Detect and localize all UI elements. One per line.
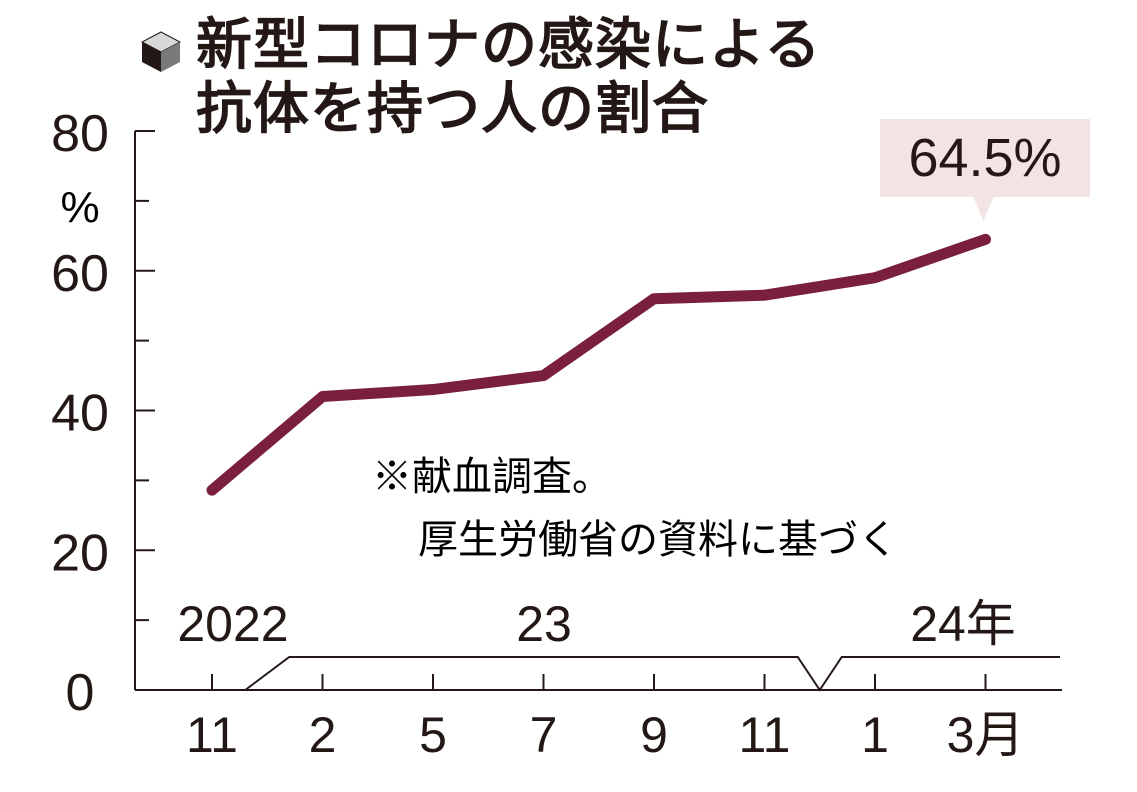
y-tick-label: 60 <box>51 245 109 303</box>
year-label: 24年 <box>910 596 1016 652</box>
x-tick-label: 5 <box>419 707 447 763</box>
year-band-line <box>244 656 1060 692</box>
chart-title-line-1: 新型コロナの感染による <box>196 13 822 78</box>
series-group <box>206 233 991 496</box>
y-tick-label: 0 <box>66 664 95 722</box>
series-line <box>206 233 991 496</box>
annotation-line-2: 厚生労働省の資料に基づく <box>418 518 898 562</box>
y-tick-label: 20 <box>51 524 109 582</box>
x-tick-label: 9 <box>640 707 668 763</box>
x-tick-label: 11 <box>186 707 238 763</box>
chart-title: 新型コロナの感染による 抗体を持つ人の割合 <box>140 14 821 142</box>
annotation-line-1: ※献血調査。 <box>372 455 612 499</box>
callout-pointer <box>973 197 994 222</box>
cube-icon <box>140 31 182 72</box>
year-band: 2022 23 24年 <box>177 596 1060 692</box>
x-tick-label: 11 <box>739 707 791 763</box>
x-tick-label: 2 <box>309 707 337 763</box>
callout-box <box>880 119 1090 197</box>
last-value-label: 64.5% <box>908 128 1061 188</box>
x-tick-label: 7 <box>530 707 558 763</box>
year-label: 2022 <box>177 596 288 652</box>
y-axis-unit: % <box>60 183 99 232</box>
chart-labels: % ※献血調査。 厚生労働省の資料に基づく <box>60 183 898 562</box>
y-tick-label: 80 <box>51 105 109 163</box>
y-tick-label: 40 <box>51 385 109 443</box>
x-tick-label: 1 <box>861 707 889 763</box>
last-value-callout: 64.5% <box>880 119 1090 222</box>
year-label: 23 <box>516 596 572 652</box>
chart-title-line-2: 抗体を持つ人の割合 <box>196 77 709 142</box>
x-tick-label: 3月 <box>947 707 1025 763</box>
